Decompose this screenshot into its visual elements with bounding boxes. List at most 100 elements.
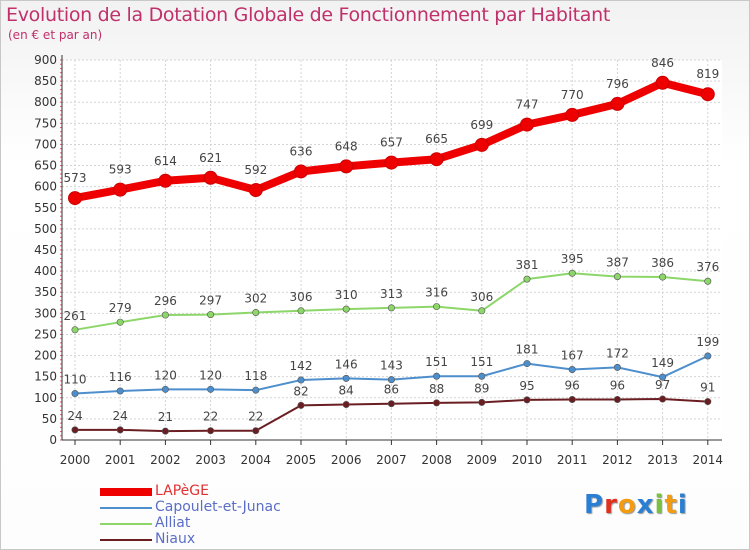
data-label: 621 (199, 151, 222, 165)
y-tick-label: 450 (34, 243, 57, 257)
data-point (700, 87, 715, 102)
data-point (613, 363, 621, 371)
data-point (387, 304, 395, 312)
data-label: 593 (109, 163, 132, 177)
y-tick-label: 850 (34, 74, 57, 88)
x-tick-label: 2001 (105, 453, 136, 467)
data-label: 376 (696, 260, 719, 274)
data-label: 181 (516, 343, 539, 357)
legend-item: Niaux (100, 531, 320, 548)
y-tick-label: 250 (34, 327, 57, 341)
legend-label: LAPèGE (155, 483, 209, 499)
data-label: 88 (429, 382, 444, 396)
data-point (113, 182, 128, 197)
data-label: 151 (470, 355, 493, 369)
data-point (203, 170, 218, 185)
data-label: 82 (293, 384, 308, 398)
data-point (252, 308, 260, 316)
x-tick-label: 2007 (376, 453, 407, 467)
data-point (568, 365, 576, 373)
logo-letter: t (664, 490, 678, 520)
logo-letter: o (617, 490, 637, 520)
y-tick-label: 600 (34, 180, 57, 194)
y-tick-label: 900 (34, 53, 57, 67)
data-point (294, 164, 308, 179)
data-point (704, 398, 712, 406)
data-point (523, 275, 531, 283)
data-point (387, 376, 395, 384)
data-label: 95 (519, 379, 534, 393)
data-point (342, 305, 350, 313)
x-tick-label: 2013 (647, 453, 678, 467)
data-point (523, 396, 531, 404)
data-point (158, 173, 173, 188)
y-tick-label: 150 (34, 370, 57, 384)
data-label: 142 (290, 359, 313, 373)
data-label: 146 (335, 357, 358, 371)
y-tick-label: 200 (34, 349, 57, 363)
data-label: 118 (244, 369, 267, 383)
data-label: 657 (380, 136, 403, 150)
data-label: 110 (64, 373, 87, 387)
chart-title: Evolution de la Dotation Globale de Fonc… (6, 4, 611, 26)
legend-item: Alliat (100, 515, 320, 532)
logo-letter: r (604, 490, 618, 520)
data-point (71, 326, 79, 334)
y-tick-label: 50 (42, 412, 57, 426)
x-tick-label: 2002 (150, 453, 181, 467)
data-point (161, 311, 169, 319)
data-label: 172 (606, 346, 629, 360)
x-tick-label: 2006 (331, 453, 362, 467)
data-label: 84 (339, 384, 354, 398)
data-point (568, 395, 576, 403)
data-point (342, 374, 350, 382)
legend-item: LAPèGE (100, 483, 320, 500)
data-point (71, 390, 79, 398)
data-label: 573 (64, 171, 87, 185)
data-label: 592 (244, 163, 267, 177)
y-tick-label: 300 (34, 306, 57, 320)
x-tick-label: 2011 (557, 453, 588, 467)
data-label: 86 (384, 383, 399, 397)
data-label: 302 (244, 291, 267, 305)
data-label: 395 (561, 252, 584, 266)
x-tick-label: 2009 (467, 453, 498, 467)
data-label: 116 (109, 370, 132, 384)
y-tick-label: 0 (49, 433, 57, 447)
x-tick-label: 2003 (195, 453, 226, 467)
data-label: 306 (290, 290, 313, 304)
chart-subtitle: (en € et par an) (8, 28, 103, 42)
data-label: 120 (199, 368, 222, 382)
data-point (68, 191, 82, 206)
data-point (433, 372, 441, 380)
x-tick-label: 2005 (286, 453, 317, 467)
data-point (478, 398, 486, 406)
x-tick-label: 2014 (693, 453, 724, 467)
data-label: 96 (610, 378, 625, 392)
data-point (116, 387, 124, 395)
data-label: 770 (561, 88, 584, 102)
data-point (297, 376, 305, 384)
data-point (116, 426, 124, 434)
x-tick-label: 2004 (241, 453, 272, 467)
data-label: 636 (290, 144, 313, 158)
data-point (339, 159, 354, 174)
data-point (433, 303, 441, 311)
data-label: 387 (606, 256, 629, 270)
data-label: 386 (651, 256, 674, 270)
y-tick-label: 350 (34, 285, 57, 299)
legend-label: Alliat (155, 515, 191, 531)
data-label: 614 (154, 154, 177, 168)
data-point (429, 152, 444, 167)
y-tick-label: 550 (34, 201, 57, 215)
data-label: 381 (516, 258, 539, 272)
logo-letter: x (636, 490, 655, 520)
y-tick-label: 750 (34, 116, 57, 130)
data-point (252, 427, 260, 435)
y-tick-label: 100 (34, 391, 57, 405)
y-tick-label: 800 (34, 95, 57, 109)
data-point (659, 373, 667, 381)
data-point (297, 401, 305, 409)
data-point (207, 427, 215, 435)
data-point (704, 352, 712, 360)
